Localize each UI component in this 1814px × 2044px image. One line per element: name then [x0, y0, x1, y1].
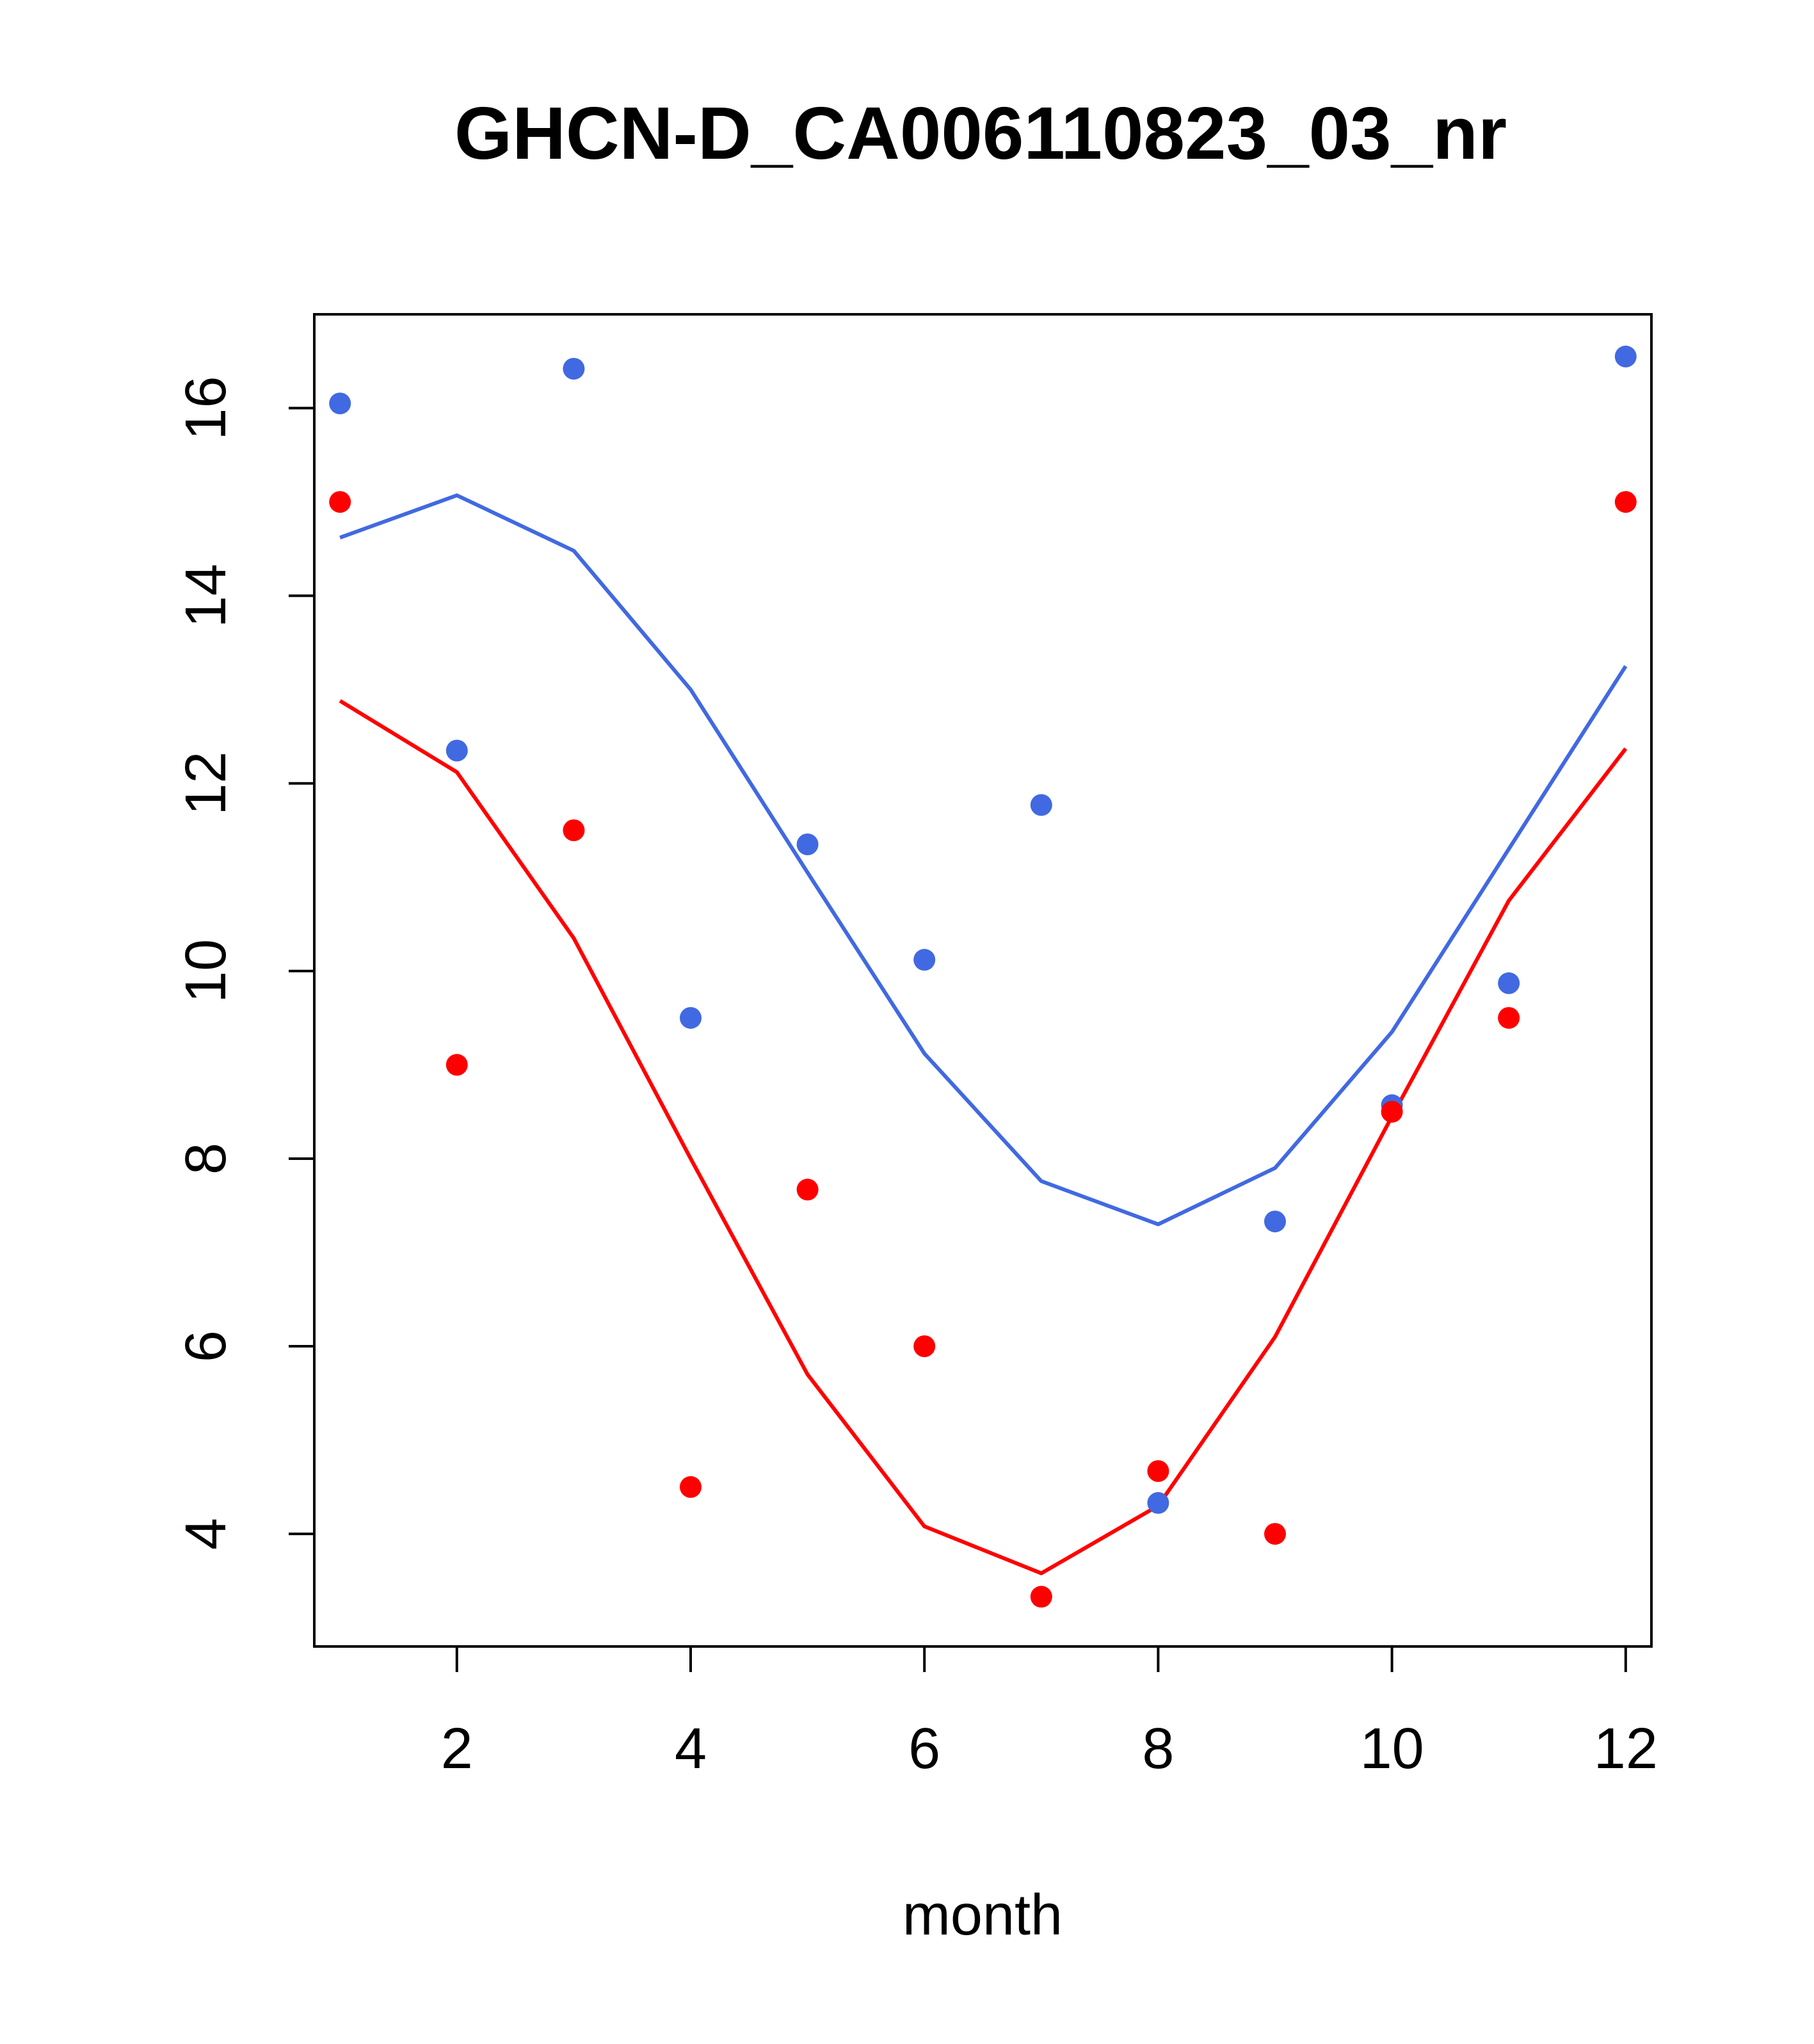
series-2-point	[329, 491, 351, 513]
series-2-point	[1264, 1523, 1286, 1545]
x-tick-label: 10	[1360, 1717, 1424, 1781]
series-1-point	[680, 1007, 702, 1029]
series-1-point	[1030, 794, 1052, 816]
x-tick-label: 4	[675, 1717, 707, 1781]
x-axis-label: month	[903, 1883, 1063, 1947]
series-2-point	[680, 1476, 702, 1498]
series-1-point	[796, 833, 819, 855]
series-1-point	[1498, 972, 1520, 994]
x-axis: 2 4 6 8 10 12	[441, 1645, 1658, 1781]
y-tick-label: 8	[174, 1143, 238, 1175]
series-1-point	[445, 739, 468, 762]
series-2-point	[796, 1179, 819, 1201]
series-2-point	[1498, 1007, 1520, 1029]
series-2-point	[1030, 1586, 1052, 1608]
y-tick-label: 16	[174, 376, 238, 440]
series-2-line	[339, 699, 1628, 1575]
series-2-point	[1614, 491, 1637, 513]
y-axis: 4 6 8 10 12 14 16	[174, 376, 316, 1550]
series-2-point	[445, 1054, 468, 1076]
series-1-point	[1614, 345, 1637, 367]
x-tick-label: 2	[441, 1717, 473, 1781]
series-points	[329, 345, 1637, 1608]
series-1-point	[329, 392, 351, 415]
x-tick-label: 8	[1142, 1717, 1174, 1781]
series-1-line	[339, 493, 1628, 1227]
y-tick-label: 12	[174, 752, 238, 816]
y-tick-label: 10	[174, 939, 238, 1003]
y-tick-label: 14	[174, 564, 238, 628]
y-tick-label: 6	[174, 1330, 238, 1362]
x-tick-label: 6	[908, 1717, 940, 1781]
series-2-point	[913, 1335, 936, 1357]
series-1-point	[1264, 1211, 1286, 1233]
series-lines	[339, 493, 1628, 1575]
series-1-point	[563, 358, 585, 380]
series-2-point	[1147, 1460, 1169, 1482]
series-1-point	[913, 949, 936, 971]
y-tick-label: 4	[174, 1518, 238, 1550]
series-2-point	[563, 819, 585, 841]
x-tick-label: 12	[1594, 1717, 1658, 1781]
chart-title: GHCN-D_CA006110823_03_nr	[454, 92, 1507, 175]
series-1-point	[1147, 1492, 1169, 1514]
series-2-point	[1381, 1100, 1403, 1123]
